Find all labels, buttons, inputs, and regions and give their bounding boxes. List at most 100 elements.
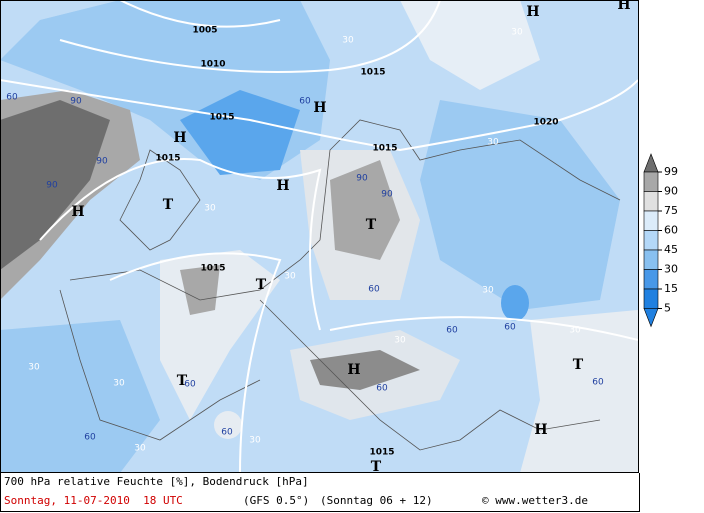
humidity-label: 60 [592,378,604,388]
humidity-label: 90 [356,174,368,184]
humidity-label: 60 [84,433,96,443]
humidity-label: 60 [446,326,458,336]
humidity-area [310,350,420,390]
humidity-label: 30 [487,138,499,148]
humidity-area [330,160,400,260]
isobar [119,0,281,28]
legend-band [643,171,659,192]
humidity-label: 60 [299,97,311,107]
legend-tip [643,153,659,173]
humidity-label: 30 [113,379,125,389]
humidity-area [400,0,540,90]
legend-label: 75 [664,204,678,217]
legend-label: 99 [664,165,678,178]
isobar-label: 1015 [372,144,397,154]
pressure-center: T [177,373,188,389]
caption-run: (Sonntag 06 + 12) [320,494,433,507]
humidity-label: 90 [46,181,58,191]
map-frame [0,0,639,473]
humidity-area [420,100,620,310]
weather-map: 99 90 75 60 45 30 15 5 1005 1010 1015 1015 1015 1015… [0,0,678,473]
legend-band [643,191,659,212]
legend: 99 90 75 60 45 30 15 5 [643,153,678,328]
coastlines [59,119,621,451]
coastline [259,299,601,451]
isobars [0,0,639,473]
caption-title: 700 hPa relative Feuchte [%], Bodendruck… [4,475,309,488]
isobar-label: 1020 [533,118,558,128]
isobar-label: 1010 [200,60,225,70]
humidity-label: 30 [482,286,494,296]
pressure-center: H [617,0,630,13]
legend-tip [643,308,659,328]
humidity-label: 60 [376,384,388,394]
humidity-area [214,411,242,439]
caption-date: Sonntag, 11-07-2010 18 UTC [4,494,183,507]
pressure-center: T [366,217,377,233]
humidity-label: 30 [28,363,40,373]
pressure-center: T [163,197,174,213]
isobar-label: 1015 [209,113,234,123]
pressure-center: H [71,204,84,220]
humidity-fields [0,0,638,473]
pressure-center: H [347,362,360,378]
pressure-center: T [573,357,584,373]
legend-band [643,230,659,251]
isobar [59,0,441,73]
humidity-area [180,90,300,175]
pressure-center: H [534,422,547,438]
pressure-center: H [313,100,326,116]
humidity-label: 30 [511,28,523,38]
isobar-label: 1015 [369,448,394,458]
coastline [59,289,261,441]
legend-band [643,249,659,270]
isobar [0,79,639,152]
humidity-label: 90 [70,97,82,107]
humidity-label: 60 [221,428,233,438]
caption-model: (GFS 0.5°) [243,494,310,507]
caption-copyright: © www.wetter3.de [482,494,588,507]
pressure-center: T [371,459,382,473]
isobar-label: 1015 [360,68,385,78]
humidity-label: 30 [569,326,581,336]
coastline [69,119,621,301]
legend-band [643,288,659,309]
legend-label: 15 [664,282,678,295]
humidity-label: 60 [368,285,380,295]
humidity-area [520,310,638,473]
isobar [329,316,639,341]
map-labels: 1005 1010 1015 1015 1015 1015 1015 1015 1020 H H H H… [6,0,630,473]
humidity-label: 30 [249,436,261,446]
pressure-center: T [256,277,267,293]
humidity-label: 60 [6,93,18,103]
humidity-label: 30 [284,272,296,282]
humidity-area [0,100,110,270]
isobar-label: 1015 [200,264,225,274]
humidity-label: 30 [134,444,146,454]
legend-label: 30 [664,263,678,276]
pressure-center: H [276,178,289,194]
legend-band [643,269,659,290]
legend-band [643,210,659,231]
legend-label: 45 [664,243,678,256]
humidity-label: 60 [504,323,516,333]
pressure-center: H [526,4,539,20]
humidity-area [0,320,160,473]
legend-label: 90 [664,185,678,198]
isobar-label: 1005 [192,26,217,36]
coastline [119,149,201,251]
humidity-label: 60 [184,380,196,390]
humidity-area [501,285,529,321]
isobar [39,158,322,331]
humidity-label: 30 [342,36,354,46]
humidity-label: 90 [96,157,108,167]
humidity-label: 30 [204,204,216,214]
humidity-label: 90 [381,190,393,200]
humidity-label: 30 [394,336,406,346]
legend-label: 5 [664,302,671,315]
pressure-center: H [173,130,186,146]
legend-label: 60 [664,224,678,237]
humidity-area [180,265,220,315]
isobar [109,252,282,473]
